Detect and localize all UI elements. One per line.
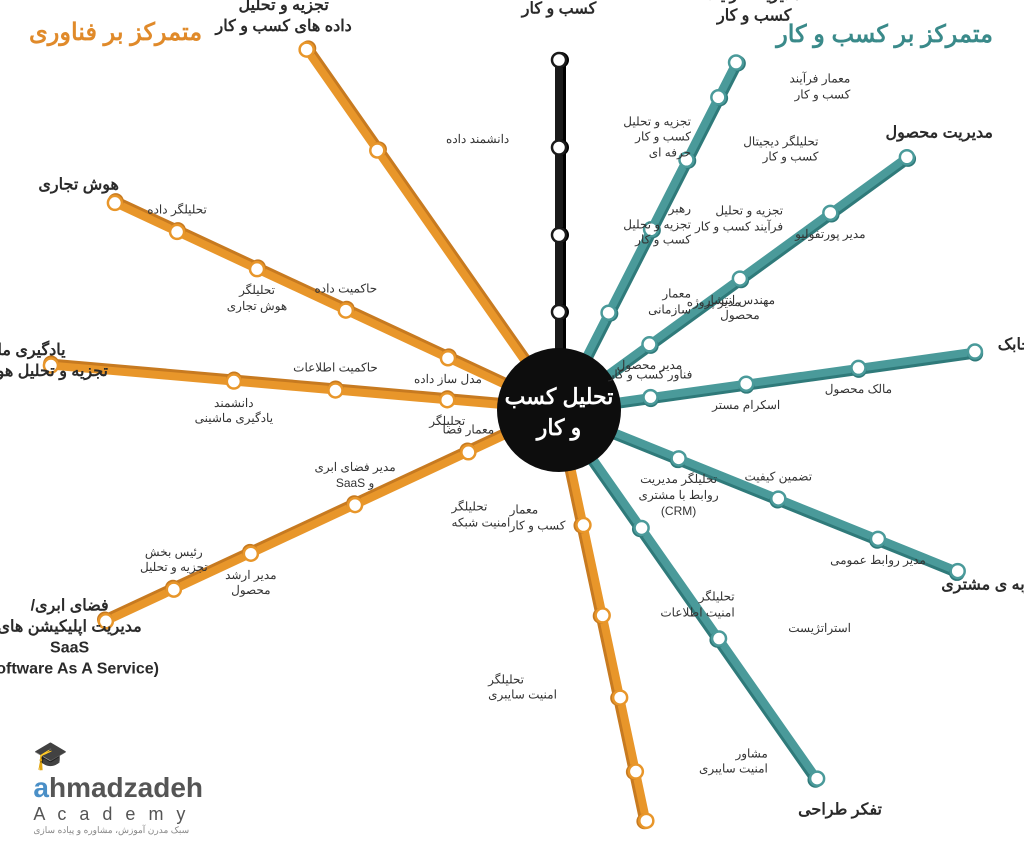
logo-a: a	[34, 772, 50, 803]
branch-title: چابک	[916, 336, 1024, 357]
node-label: مدیر فضای ابری و SaaS	[296, 460, 416, 491]
node-label: تحلیلگر امنیت اطلاعات	[616, 590, 736, 621]
node-label: تجزیه و تحلیل کسب و کار حرفه ای	[572, 114, 692, 161]
logo: 🎓 ahmadzadeh A c a d e m y سبک مدرن آموز…	[34, 739, 204, 836]
node-label: معمار فرآیند کسب و کار	[731, 72, 851, 103]
node-label: دانشمند یادگیری ماشینی	[175, 396, 295, 427]
node-label: استراتژیست	[732, 621, 852, 637]
node-label: تحلیلگر امنیت سایبری	[489, 672, 609, 703]
branch-title: یادگیری ماشینی/ تجزیه و تحلیل هوش مصنوعی	[0, 341, 112, 383]
branch-title: هوش تجاری	[0, 176, 180, 197]
diagram-container: متمرکز بر کسب و کار متمرکز بر فناوری معم…	[0, 0, 1024, 856]
node-label: حاکمیت اطلاعات	[276, 361, 396, 377]
node-label: رئیس بخش تجزیه و تحلیل	[115, 544, 235, 575]
grad-cap-icon: 🎓	[34, 740, 69, 771]
branch-title: مدیریت محصول	[840, 123, 1024, 144]
branch-title: فضای ابری/ مدیریت اپلیکیشن های SaaS (Sof…	[0, 597, 171, 680]
node-label: تحلیلگر دیجیتال کسب و کار	[699, 134, 819, 165]
node-label: تحلیلگر هوش تجاری	[198, 283, 318, 314]
branch-title: تجزیه و تحلیل داده های کسب و کار	[185, 0, 385, 38]
branch-title: تجربه ی مشتری	[896, 576, 1024, 597]
logo-brand: ahmadzadeh	[34, 772, 204, 804]
logo-tagline: سبک مدرن آموزش، مشاوره و پیاده سازی	[34, 825, 204, 836]
logo-rest: hmadzadeh	[50, 772, 204, 803]
node-label: مدیر پورتفولیو	[771, 227, 891, 243]
node-label: تحلیلگر	[388, 414, 508, 430]
node-label: تحلیلگر امنیت شبکه	[452, 499, 572, 530]
logo-sub: A c a d e m y	[34, 804, 204, 825]
node-label: مدل ساز داده	[389, 372, 509, 388]
node-label: تجزیه و تحلیل فرآیند کسب و کار	[664, 204, 784, 235]
node-label: تضمین کیفیت	[719, 469, 839, 485]
branch-title: تفکر طراحی	[741, 801, 941, 822]
node-label: مشاور امنیت سایبری	[649, 746, 769, 777]
node-label: دانشمند داده	[390, 133, 510, 149]
node-label: مهندس انتشار محصول	[681, 293, 801, 324]
branch-title: تحلیل کسب و کار	[460, 0, 660, 20]
node-label: مدیر روابط عمومی	[819, 553, 939, 569]
node-label: فناور کسب و کار	[592, 368, 712, 384]
node-label: تحلیلگر داده	[118, 202, 238, 218]
node-label: اسکرام مستر	[687, 398, 807, 414]
center-label: تحلیل کسب و کار	[500, 382, 620, 444]
branch-title: مدیریت فرآیند کسب و کار	[655, 0, 855, 27]
node-label: مالک محصول	[799, 382, 919, 398]
